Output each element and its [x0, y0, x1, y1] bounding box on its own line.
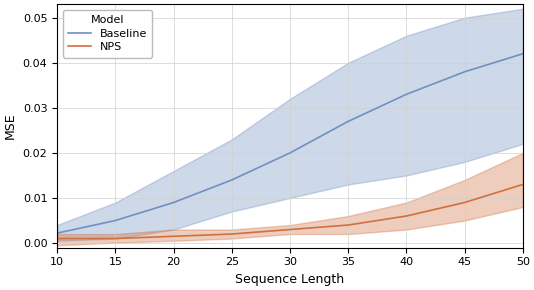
- Baseline: [170, 201, 177, 204]
- Baseline: [403, 93, 410, 96]
- Baseline: [54, 231, 60, 235]
- Baseline: [287, 151, 293, 155]
- NPS: [54, 237, 60, 240]
- NPS: [345, 223, 351, 227]
- NPS: [287, 228, 293, 231]
- NPS: [112, 237, 119, 240]
- Baseline: [345, 119, 351, 123]
- Legend: Baseline, NPS: Baseline, NPS: [63, 10, 152, 57]
- Y-axis label: MSE: MSE: [4, 113, 17, 139]
- Baseline: [520, 52, 526, 55]
- X-axis label: Sequence Length: Sequence Length: [235, 273, 344, 286]
- NPS: [403, 214, 410, 218]
- Baseline: [461, 70, 468, 73]
- Line: Baseline: Baseline: [57, 54, 523, 233]
- NPS: [229, 232, 235, 236]
- NPS: [520, 183, 526, 186]
- Baseline: [229, 178, 235, 182]
- NPS: [170, 235, 177, 238]
- Line: NPS: NPS: [57, 184, 523, 239]
- NPS: [461, 201, 468, 204]
- Baseline: [112, 219, 119, 222]
